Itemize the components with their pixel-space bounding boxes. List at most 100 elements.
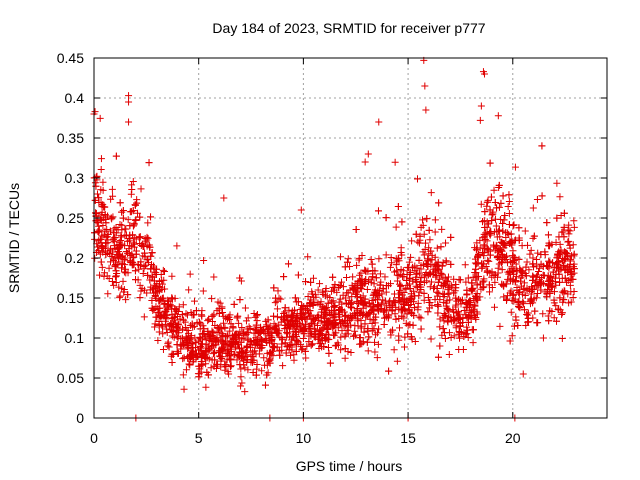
data-point [339, 283, 347, 291]
data-point [204, 327, 212, 335]
data-point [552, 281, 560, 289]
x-tick-label: 10 [296, 430, 312, 446]
data-point [156, 312, 164, 320]
data-point [315, 313, 323, 321]
data-point [188, 320, 196, 328]
data-point [161, 300, 169, 308]
data-point [435, 289, 443, 297]
data-point [272, 322, 280, 330]
data-point [377, 305, 385, 313]
data-point [337, 306, 345, 314]
data-point [130, 239, 138, 247]
data-point [296, 325, 304, 333]
data-point [455, 328, 463, 336]
data-point [343, 317, 351, 325]
data-point [480, 283, 488, 291]
data-point [102, 247, 110, 255]
data-point [452, 294, 460, 302]
data-point [127, 208, 135, 216]
data-point [322, 304, 330, 312]
data-point [519, 290, 527, 298]
y-tick-label: 0.4 [65, 90, 85, 106]
data-point [294, 271, 302, 279]
data-point [556, 193, 564, 201]
data-point [420, 251, 428, 259]
data-point [215, 310, 223, 318]
data-point [522, 263, 530, 271]
data-point [488, 216, 496, 224]
data-point [253, 326, 261, 334]
data-point [417, 265, 425, 273]
data-point [377, 278, 385, 286]
data-point [452, 284, 460, 292]
data-point [235, 319, 243, 327]
data-point [533, 282, 541, 290]
data-point [440, 329, 448, 337]
data-point [97, 155, 105, 163]
data-point [116, 221, 124, 229]
data-point [520, 279, 528, 287]
data-point [409, 321, 417, 329]
data-point [98, 263, 106, 271]
data-point [100, 272, 108, 280]
data-point [407, 253, 415, 261]
data-point [309, 340, 317, 348]
data-point [499, 227, 507, 235]
data-point [458, 296, 466, 304]
data-point [98, 242, 106, 250]
data-point [143, 289, 151, 297]
data-point [498, 238, 506, 246]
data-point [487, 228, 495, 236]
data-point [521, 227, 529, 235]
data-point [298, 304, 306, 312]
data-point [495, 255, 503, 263]
data-point [445, 313, 453, 321]
data-point [454, 315, 462, 323]
data-point [329, 297, 337, 305]
data-point [94, 228, 102, 236]
data-point [541, 248, 549, 256]
data-point [502, 241, 510, 249]
data-point [387, 253, 395, 261]
data-point [556, 278, 564, 286]
data-point [475, 250, 483, 258]
data-point [380, 320, 388, 328]
data-point [244, 314, 252, 322]
data-point [368, 319, 376, 327]
data-point [514, 322, 522, 330]
data-point [382, 288, 390, 296]
data-point [322, 310, 330, 318]
data-point [92, 209, 100, 217]
data-point [533, 271, 541, 279]
data-point [515, 224, 523, 232]
data-point [452, 303, 460, 311]
data-point [431, 228, 439, 236]
data-point [398, 291, 406, 299]
data-point [107, 258, 115, 266]
x-axis-label: GPS time / hours [296, 458, 403, 474]
data-point [105, 264, 113, 272]
data-point [214, 361, 222, 369]
data-point [337, 333, 345, 341]
data-point [486, 159, 494, 167]
data-point [473, 296, 481, 304]
data-point [545, 317, 553, 325]
data-point [495, 203, 503, 211]
data-point [156, 283, 164, 291]
data-point [374, 287, 382, 295]
data-point [424, 293, 432, 301]
data-point [227, 320, 235, 328]
data-point [341, 312, 349, 320]
data-point [294, 298, 302, 306]
data-point [118, 221, 126, 229]
data-point [560, 287, 568, 295]
data-point [436, 275, 444, 283]
data-point [112, 152, 120, 160]
data-point [442, 239, 450, 247]
data-point [480, 230, 488, 238]
data-point [135, 265, 143, 273]
data-point [371, 348, 379, 356]
data-point [491, 199, 499, 207]
data-point [326, 294, 334, 302]
data-point [167, 319, 175, 327]
